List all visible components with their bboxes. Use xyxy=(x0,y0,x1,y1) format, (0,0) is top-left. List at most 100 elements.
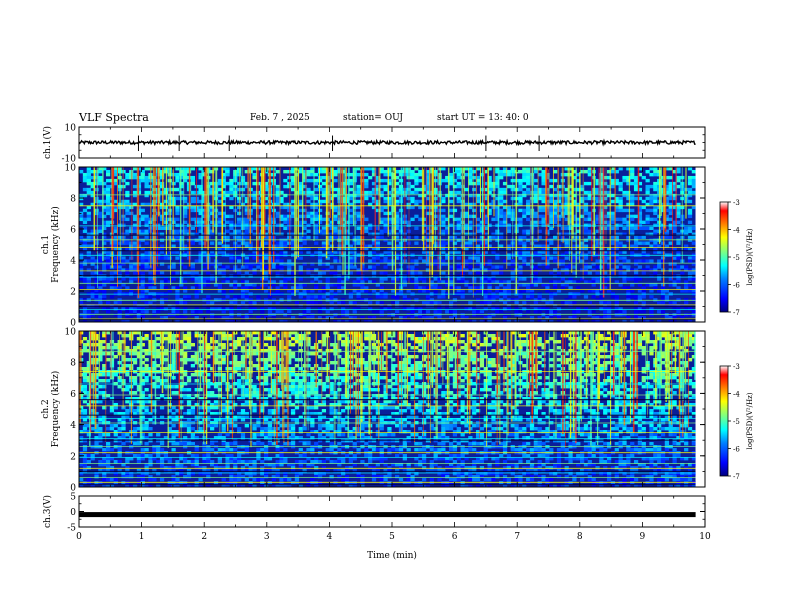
spectrogram-cell xyxy=(132,331,138,335)
spectrogram-cell xyxy=(468,259,473,263)
spectrogram-cell xyxy=(672,220,677,225)
spectrogram-cell xyxy=(183,316,188,320)
spectrogram-cell xyxy=(649,310,654,314)
spectrogram-cell xyxy=(117,316,122,320)
spectrogram-cell xyxy=(183,481,188,485)
spectrogram-cell xyxy=(410,172,415,177)
spectrogram-cell xyxy=(233,298,238,302)
spectrogram-cell xyxy=(684,244,689,248)
spectrogram-cell xyxy=(371,280,377,284)
spectrogram-cell xyxy=(183,211,188,216)
spectrogram-cell xyxy=(691,256,697,260)
spectrogram-cell xyxy=(518,184,523,189)
spectrogram-cell xyxy=(475,229,481,233)
spectrogram-cell xyxy=(310,169,315,174)
spectrogram-cell xyxy=(102,268,107,272)
spectrogram-cell xyxy=(456,250,461,254)
spectrogram-cell xyxy=(499,223,504,228)
spectrogram-cell xyxy=(441,250,446,254)
spectrogram-cell xyxy=(244,181,249,186)
spectrogram-cell xyxy=(79,352,84,356)
spectrogram-cell xyxy=(537,208,542,213)
spectrogram-cell xyxy=(657,262,662,266)
spectrogram-cell xyxy=(121,358,126,362)
spectrogram-cell xyxy=(94,283,99,287)
spectrogram-cell xyxy=(152,304,157,308)
spectrogram-cell xyxy=(144,466,149,470)
spectrogram-cell xyxy=(237,304,242,308)
spectrogram-cell xyxy=(668,316,673,320)
spectrogram-cell xyxy=(556,307,562,311)
spectrogram-cell xyxy=(159,169,165,174)
spectrogram-cell xyxy=(121,418,126,422)
spectrogram-cell xyxy=(448,238,454,242)
spectrogram-cell xyxy=(421,277,427,281)
spectrogram-cell xyxy=(425,262,431,266)
spectrogram-cell xyxy=(102,460,107,464)
spectrogram-cell xyxy=(152,361,157,365)
spectrogram-cell xyxy=(167,385,172,389)
spectrogram-cell xyxy=(518,193,523,198)
spectrogram-cell xyxy=(537,304,542,308)
spectrogram-cell xyxy=(279,190,284,195)
spectrogram-cell xyxy=(502,169,508,174)
spectrogram-cell xyxy=(475,217,481,222)
spectrogram-cell xyxy=(649,313,654,317)
spectrogram-cell xyxy=(86,481,91,485)
spectrogram-cell xyxy=(121,319,126,323)
spectrogram-cell xyxy=(94,430,99,434)
spectrogram-cell xyxy=(144,334,149,338)
spectrogram-cell xyxy=(495,211,500,216)
spectrogram-cell xyxy=(121,262,126,266)
spectrogram-cell xyxy=(564,238,569,242)
spectrogram-cell xyxy=(603,181,608,186)
spectrogram-cell xyxy=(132,265,138,269)
spectrogram-cell xyxy=(664,316,670,320)
spectrogram-cell xyxy=(606,211,612,216)
spectrogram-cell xyxy=(591,289,596,293)
spectrogram-cell xyxy=(514,304,519,308)
spectrogram-cell xyxy=(113,271,118,275)
spectrogram-cell xyxy=(606,184,612,189)
spectrogram-cell xyxy=(221,238,226,242)
spectrogram-cell xyxy=(102,208,107,213)
spectrogram-cell xyxy=(121,367,126,371)
spectrogram-cell xyxy=(325,268,330,272)
spectrogram-cell xyxy=(610,241,616,245)
spectrogram-cell xyxy=(136,343,142,347)
spectrogram-cell xyxy=(263,232,269,236)
spectrogram-cell xyxy=(545,256,550,260)
spectrogram-cell xyxy=(452,310,458,314)
spectrogram-cell xyxy=(464,283,469,287)
spectrogram-cell xyxy=(425,211,431,216)
spectrogram-cell xyxy=(456,217,461,222)
spectrogram-cell xyxy=(502,313,508,317)
spectrogram-cell xyxy=(156,352,161,356)
spectrogram-cell xyxy=(487,286,492,290)
spectrogram-cell xyxy=(406,187,411,192)
spectrogram-cell xyxy=(156,355,161,359)
spectrogram-cell xyxy=(302,310,307,314)
spectrogram-cell xyxy=(229,313,234,317)
spectrogram-cell xyxy=(549,298,554,302)
spectrogram-cell xyxy=(668,277,673,281)
spectrogram-cell xyxy=(136,442,142,446)
spectrogram-cell xyxy=(248,283,253,287)
spectrogram-cell xyxy=(533,310,538,314)
spectrogram-cell xyxy=(263,289,269,293)
spectrogram-cell xyxy=(298,247,303,251)
spectrogram-cell xyxy=(229,256,234,260)
spectrogram-cell xyxy=(660,268,666,272)
spectrogram-cell xyxy=(348,196,354,201)
spectrogram-cell xyxy=(190,355,196,359)
spectrogram-cell xyxy=(229,316,234,320)
spectrogram-cell xyxy=(217,193,222,198)
spectrogram-cell xyxy=(468,226,473,230)
spectrogram-cell xyxy=(553,280,558,284)
spectrogram-cell xyxy=(441,259,446,263)
spectrogram-cell xyxy=(522,172,527,177)
spectrogram-cell xyxy=(664,187,670,192)
spectrogram-cell xyxy=(90,286,95,290)
spectrogram-cell xyxy=(572,199,577,204)
spectrogram-cell xyxy=(549,220,554,225)
